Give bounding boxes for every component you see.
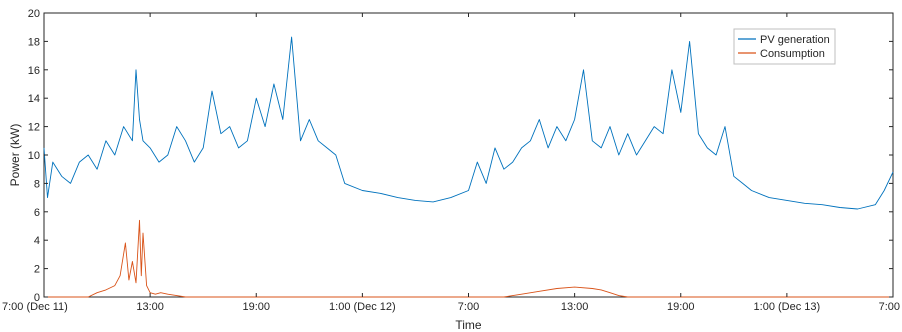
y-axis-label: Power (kW)	[8, 124, 22, 187]
x-tick-label: 13:00	[561, 301, 589, 313]
x-tick-label: 7:00	[458, 301, 479, 313]
y-tick-label: 20	[28, 8, 40, 20]
y-tick-label: 6	[34, 207, 40, 219]
series-layer	[43, 36, 894, 298]
y-tick-label: 16	[28, 65, 40, 77]
x-axis-label: Time	[455, 318, 482, 332]
x-tick-label: 19:00	[667, 301, 695, 313]
x-tick-label: 7:00 (Dec 11)	[2, 301, 68, 313]
x-axis: 7:00 (Dec 11) 13:00 19:00 1:00 (Dec 12) 7:00…	[2, 13, 900, 313]
y-tick-label: 10	[28, 150, 40, 162]
series-line-pv-generation	[43, 36, 894, 210]
x-tick-label: 13:00	[136, 301, 164, 313]
x-tick-label: 1:00 (Dec 12)	[329, 301, 396, 313]
x-tick-label: 1:00 (Dec 13)	[754, 301, 821, 313]
y-tick-label: 0	[34, 292, 40, 304]
legend: PV generation Consumption	[733, 28, 836, 65]
legend-label-pv-generation: PV generation	[760, 34, 830, 46]
x-tick-label: 19:00	[242, 301, 270, 313]
legend-box	[733, 28, 836, 65]
y-tick-label: 14	[28, 93, 40, 105]
y-tick-label: 8	[34, 178, 40, 190]
y-tick-label: 2	[34, 264, 40, 276]
x-tick-label: 7:00	[879, 301, 900, 313]
y-tick-label: 12	[28, 122, 40, 134]
y-tick-label: 4	[34, 235, 40, 247]
series-line-consumption	[44, 219, 893, 298]
legend-label-consumption: Consumption	[760, 48, 825, 60]
y-tick-label: 18	[28, 36, 40, 48]
y-axis: 0 2 4 6 8 10 12 14 16 18 20	[28, 8, 893, 304]
